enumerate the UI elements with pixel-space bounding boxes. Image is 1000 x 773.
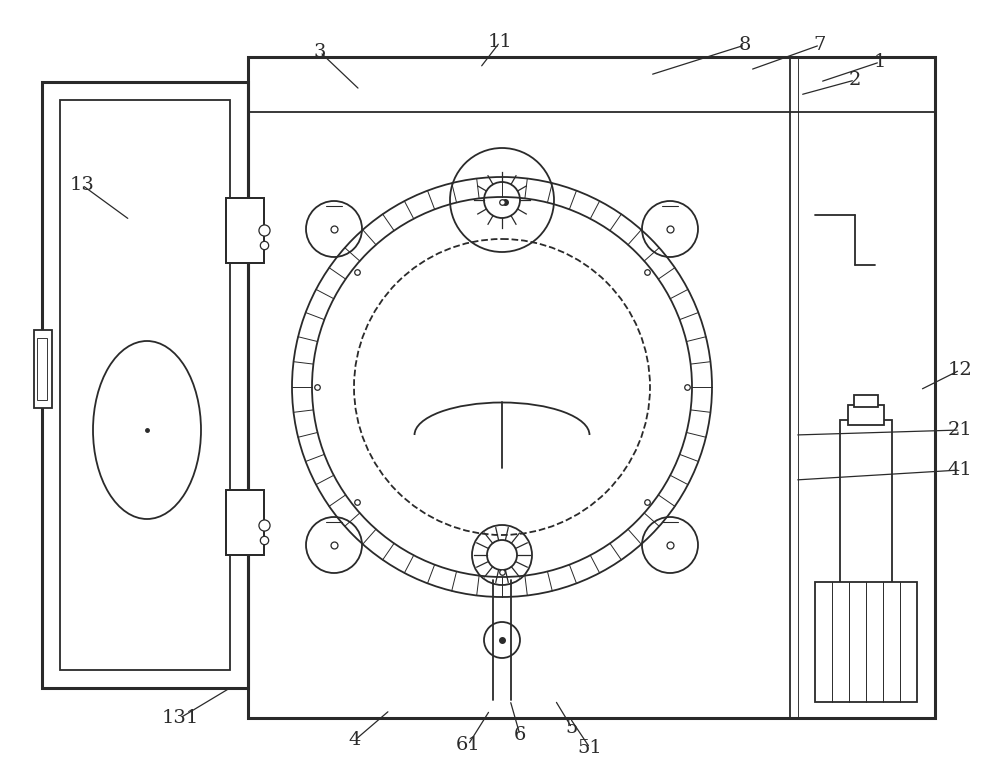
Bar [34,330,52,408]
Text: 2: 2 [849,71,861,89]
Bar [42,82,248,688]
Text: 7: 7 [814,36,826,54]
Bar [60,100,230,670]
Text: 5: 5 [566,719,578,737]
Text: 6: 6 [514,726,526,744]
Text: 21: 21 [948,421,972,439]
Bar [840,420,892,608]
Text: 1: 1 [874,53,886,71]
Text: 41: 41 [948,461,972,479]
Text: 11: 11 [488,33,512,51]
Bar [226,490,264,555]
Text: 3: 3 [314,43,326,61]
Text: 13: 13 [70,176,94,194]
Text: 8: 8 [739,36,751,54]
Text: 51: 51 [578,739,602,757]
Text: 12: 12 [948,361,972,379]
Bar [226,198,264,263]
Bar [854,395,878,407]
Bar [848,405,884,425]
Bar [815,582,917,702]
Bar [226,198,264,263]
Text: 61: 61 [456,736,480,754]
Bar [248,57,935,718]
Text: 131: 131 [161,709,199,727]
Text: 4: 4 [349,731,361,749]
Bar [226,490,264,555]
Bar [37,338,47,400]
